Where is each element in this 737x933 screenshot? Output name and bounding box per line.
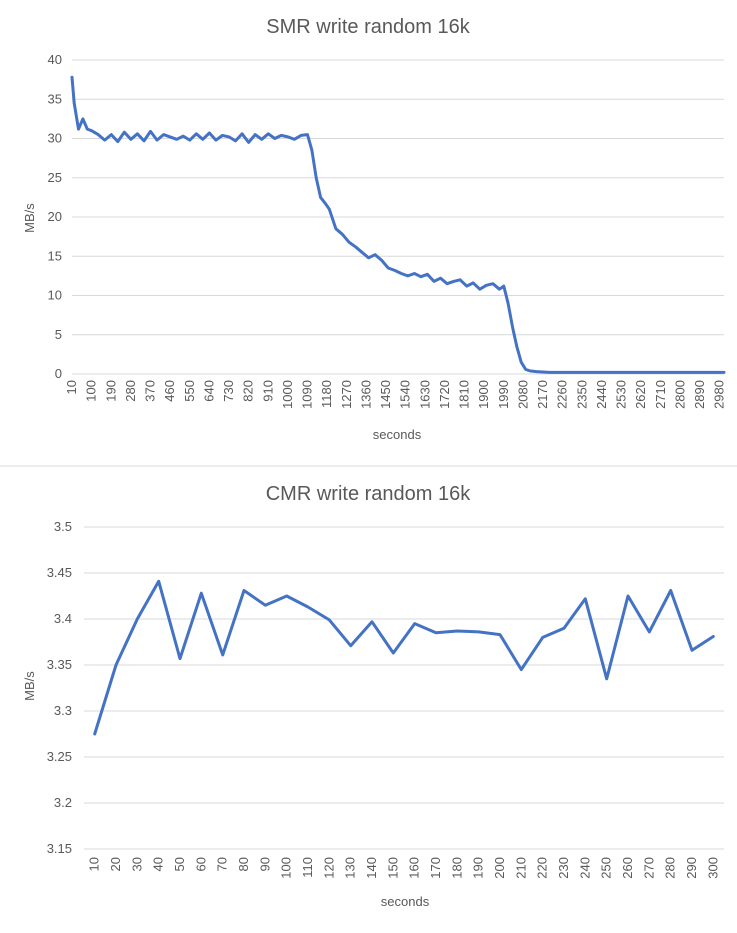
cmr-x-tick-label: 120 [321,857,336,879]
smr-x-tick-label: 2710 [653,380,668,409]
cmr-y-tick-label: 3.2 [54,795,72,810]
cmr-x-tick-label: 290 [684,857,699,879]
cmr-x-tick-label: 100 [279,857,294,879]
smr-x-tick-label: 2620 [633,380,648,409]
cmr-y-tick-label: 3.5 [54,519,72,534]
smr-x-tick-label: 1540 [398,380,413,409]
smr-x-tick-label: 280 [123,380,138,402]
cmr-x-ticks: 10 20 30 40 50 60 70 80 90 100 110 120 130 140 150 160 1… [87,857,721,879]
smr-x-tick-label: 730 [221,380,236,402]
smr-x-tick-label: 100 [84,380,99,402]
cmr-x-tick-label: 80 [236,857,251,871]
cmr-x-tick-label: 170 [428,857,443,879]
cmr-x-tick-label: 180 [449,857,464,879]
smr-x-tick-label: 1720 [437,380,452,409]
cmr-x-axis-title: seconds [381,894,430,909]
smr-x-tick-label: 2170 [535,380,550,409]
smr-x-tick-label: 1630 [417,380,432,409]
cmr-x-tick-label: 200 [492,857,507,879]
smr-x-tick-label: 2530 [614,380,629,409]
smr-series-line [70,75,726,374]
cmr-chart-title: CMR write random 16k [266,483,472,505]
cmr-x-tick-label: 240 [577,857,592,879]
cmr-y-tick-label: 3.4 [54,611,72,626]
smr-x-tick-label: 1810 [457,380,472,409]
cmr-x-tick-label: 160 [407,857,422,879]
smr-x-tick-label: 910 [260,380,275,402]
cmr-x-tick-label: 230 [556,857,571,879]
smr-y-axis-title: MB/s [22,203,37,233]
smr-x-tick-label: 820 [241,380,256,402]
cmr-x-tick-label: 250 [599,857,614,879]
cmr-gridlines [84,526,724,850]
smr-x-tick-label: 1180 [319,380,334,408]
smr-x-ticks: 10 100 190 280 370 460 550 640 730 820 910 1000 1090… [64,380,727,409]
cmr-x-tick-label: 150 [385,857,400,879]
cmr-x-tick-label: 70 [215,857,230,871]
smr-x-tick-label: 1000 [280,380,295,409]
cmr-x-tick-label: 190 [471,857,486,879]
smr-x-tick-label: 2890 [692,380,707,409]
cmr-x-tick-label: 130 [343,857,358,879]
smr-x-tick-label: 1900 [476,380,491,409]
smr-y-tick-label: 35 [48,91,62,106]
smr-x-tick-label: 640 [201,380,216,402]
cmr-x-tick-label: 50 [172,857,187,871]
smr-x-tick-label: 370 [143,380,158,402]
smr-x-tick-label: 460 [162,380,177,402]
smr-x-tick-label: 1090 [300,380,315,409]
smr-x-axis-title: seconds [373,427,422,442]
smr-y-tick-label: 10 [48,288,62,303]
cmr-y-tick-label: 3.45 [47,565,72,580]
smr-x-tick-label: 2260 [555,380,570,409]
cmr-y-tick-label: 3.35 [47,657,72,672]
smr-x-tick-label: 1990 [496,380,511,409]
smr-x-tick-label: 1360 [358,380,373,409]
cmr-x-tick-label: 10 [87,857,102,871]
smr-x-tick-label: 2980 [712,380,727,409]
smr-y-tick-label: 30 [48,131,62,146]
cmr-x-tick-label: 210 [513,857,528,879]
cmr-x-tick-label: 280 [663,857,678,879]
smr-gridlines [72,59,724,375]
smr-y-tick-label: 5 [55,327,62,342]
cmr-chart: CMR write random 16k 3.153.23.253.33.353… [22,483,724,909]
smr-x-tick-label: 2800 [672,380,687,409]
cmr-y-axis-title: MB/s [22,671,37,701]
cmr-x-tick-label: 110 [300,857,315,878]
smr-x-tick-label: 2350 [574,380,589,409]
smr-x-tick-label: 550 [182,380,197,402]
cmr-x-tick-label: 270 [641,857,656,879]
smr-y-tick-label: 40 [48,52,62,67]
smr-y-tick-label: 0 [55,366,62,381]
smr-y-tick-label: 15 [48,248,62,263]
cmr-series-line [93,579,715,736]
cmr-x-tick-label: 90 [257,857,272,871]
cmr-x-tick-label: 300 [705,857,720,879]
smr-x-tick-label: 1270 [339,380,354,409]
cmr-x-tick-label: 30 [129,857,144,871]
cmr-y-ticks: 3.15 3.2 3.25 3.3 3.35 3.4 3.45 3.5 [47,519,72,856]
cmr-x-tick-label: 220 [535,857,550,879]
cmr-y-tick-label: 3.25 [47,749,72,764]
smr-x-tick-label: 2080 [515,380,530,409]
cmr-x-tick-label: 60 [193,857,208,871]
cmr-x-tick-label: 20 [108,857,123,871]
smr-y-tick-label: 20 [48,209,62,224]
smr-y-ticks: 0 5 10 15 20 25 30 35 40 [48,52,62,381]
smr-y-tick-label: 25 [48,170,62,185]
smr-x-tick-label: 10 [64,380,79,394]
smr-x-tick-label: 190 [103,380,118,402]
smr-x-tick-label: 1450 [378,380,393,409]
cmr-x-tick-label: 260 [620,857,635,879]
smr-chart-title: SMR write random 16k [266,16,470,38]
smr-x-tick-label: 2440 [594,380,609,409]
cmr-y-tick-label: 3.15 [47,841,72,856]
cmr-x-tick-label: 40 [151,857,166,871]
cmr-y-tick-label: 3.3 [54,703,72,718]
cmr-x-tick-label: 140 [364,857,379,879]
